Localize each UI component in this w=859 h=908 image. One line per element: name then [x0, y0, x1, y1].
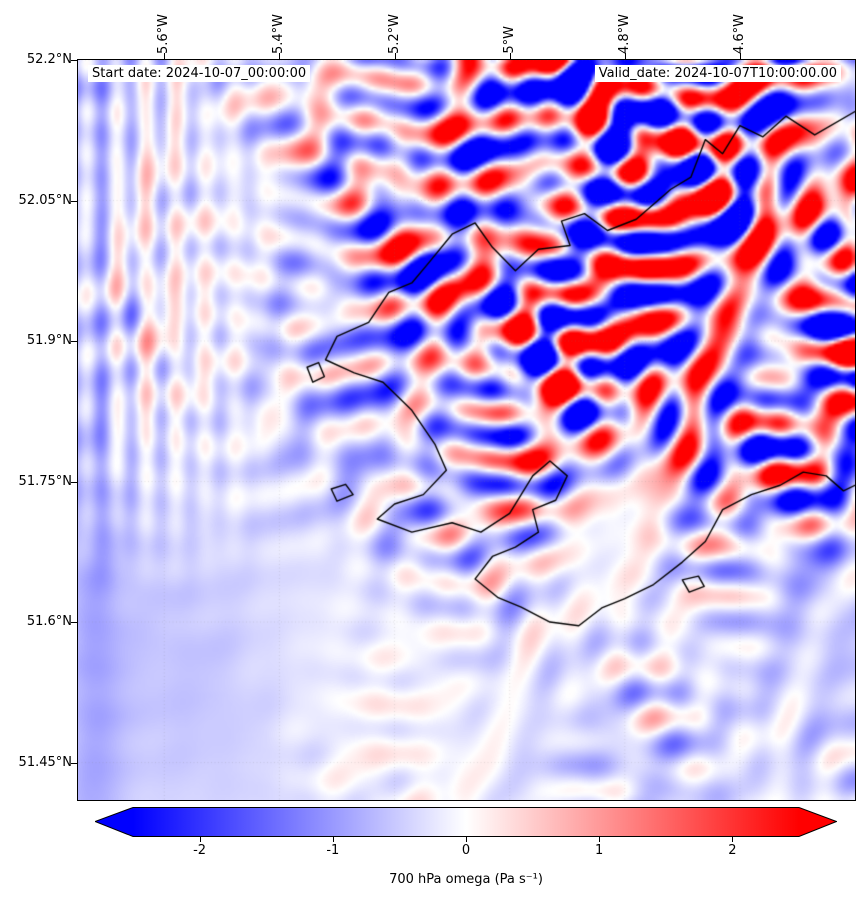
colorbar-tick-label: -1: [326, 843, 340, 858]
colorbar-tick-label: 1: [595, 843, 604, 858]
colorbar-tick-mark: [599, 837, 601, 842]
annotation-start-date: Start date: 2024-10-07_00:00:00: [88, 65, 311, 82]
annotation-valid-date: Valid_date: 2024-10-07T10:00:00.00: [594, 65, 841, 82]
x-tick-label: 5.2°W: [386, 13, 402, 54]
x-tick-label: 5.6°W: [156, 13, 172, 54]
colorbar-tick-mark: [466, 837, 467, 842]
colorbar-tick-label: 0: [461, 843, 471, 858]
y-tick-label: 51.45°N: [18, 754, 72, 770]
colorbar-tick-mark: [332, 837, 334, 842]
y-tick-label: 52.2°N: [26, 52, 72, 67]
x-tick-label: 4.6°W: [731, 13, 747, 54]
colorbar-label: 700 hPa omega (Pa s⁻¹): [389, 872, 543, 887]
colorbar-tick-mark: [199, 837, 201, 842]
y-tick-label: 52.05°N: [18, 192, 72, 208]
map-plot: Start date: 2024-10-07_00:00:00 Valid_da…: [77, 59, 856, 801]
colorbar-tick-label: 2: [728, 843, 737, 858]
y-tick-label: 51.9°N: [26, 333, 72, 348]
x-tick-label: 5.4°W: [271, 13, 287, 54]
x-tick-label: 5°W: [501, 26, 517, 54]
colorbar-tick-label: -2: [193, 843, 207, 858]
x-tick-label: 4.8°W: [616, 13, 632, 54]
y-tick-label: 51.75°N: [18, 473, 72, 489]
omega-field-canvas: [78, 60, 855, 800]
colorbar: [95, 807, 837, 837]
colorbar-tick-mark: [732, 837, 734, 842]
colorbar-gradient: [95, 807, 837, 837]
y-tick-label: 51.6°N: [26, 614, 72, 630]
